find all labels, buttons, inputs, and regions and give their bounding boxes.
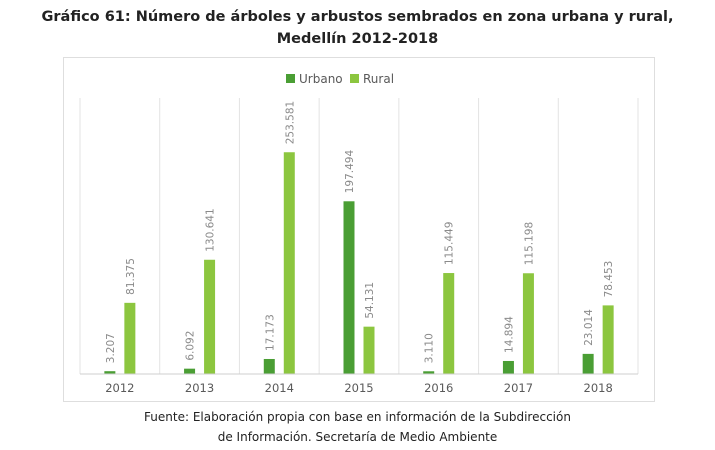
chart-source: Fuente: Elaboración propia con base en i… (0, 407, 715, 447)
legend-label-rural: Rural (363, 72, 394, 86)
chart-source-line-2: de Información. Secretaría de Medio Ambi… (217, 430, 498, 444)
bar-rural-2014 (283, 152, 295, 374)
data-label-urbano-2014: 17.173 (264, 314, 276, 351)
x-tick-label-2013: 2013 (185, 381, 214, 395)
x-tick-label-2014: 2014 (265, 381, 294, 395)
bar-rural-2017 (522, 273, 534, 374)
bar-rural-2016 (443, 273, 455, 374)
chart-title: Gráfico 61: Número de árboles y arbustos… (0, 6, 715, 50)
x-tick-label-2017: 2017 (504, 381, 533, 395)
legend-swatch-urbano (286, 74, 295, 83)
bar-rural-2013 (204, 259, 216, 374)
data-label-urbano-2016: 3.110 (424, 333, 436, 363)
data-label-rural-2015: 54.131 (364, 282, 376, 319)
chart-title-line-2: Medellín 2012-2018 (276, 31, 439, 47)
bar-urbano-2015 (343, 201, 355, 374)
legend-swatch-rural (350, 74, 359, 83)
data-label-rural-2014: 253.581 (284, 101, 296, 144)
bar-urbano-2012 (104, 371, 116, 374)
bar-urbano-2014 (263, 358, 275, 374)
x-tick-label-2015: 2015 (344, 381, 373, 395)
chart-area: Urbano Rural 3.207 81.375 2012 6.092 130.641 20… (63, 57, 655, 402)
data-label-urbano-2017: 14.894 (503, 316, 515, 353)
x-tick-label-2012: 2012 (105, 381, 134, 395)
bar-urbano-2013 (184, 368, 196, 374)
data-label-rural-2018: 78.453 (603, 261, 615, 298)
data-label-urbano-2015: 197.494 (344, 150, 356, 194)
legend-label-urbano: Urbano (299, 72, 343, 86)
data-label-urbano-2013: 6.092 (185, 331, 197, 361)
bar-rural-2018 (602, 305, 614, 374)
chart-source-line-1: Fuente: Elaboración propia con base en i… (144, 410, 571, 424)
data-label-rural-2016: 115.449 (444, 222, 456, 265)
bar-urbano-2016 (423, 371, 435, 374)
chart-title-line-1: Gráfico 61: Número de árboles y arbustos… (41, 9, 674, 25)
bar-rural-2015 (363, 326, 375, 374)
bar-chart: Urbano Rural 3.207 81.375 2012 6.092 130.641 20… (79, 72, 639, 395)
data-label-rural-2017: 115.198 (523, 222, 535, 265)
x-tick-label-2016: 2016 (424, 381, 453, 395)
data-label-urbano-2012: 3.207 (105, 333, 117, 363)
data-label-rural-2012: 81.375 (125, 258, 137, 295)
data-label-urbano-2018: 23.014 (583, 309, 595, 346)
bar-urbano-2017 (502, 360, 514, 374)
x-tick-label-2018: 2018 (584, 381, 613, 395)
data-label-rural-2013: 130.641 (205, 208, 217, 251)
bar-rural-2012 (124, 302, 136, 374)
bar-urbano-2018 (582, 353, 594, 374)
